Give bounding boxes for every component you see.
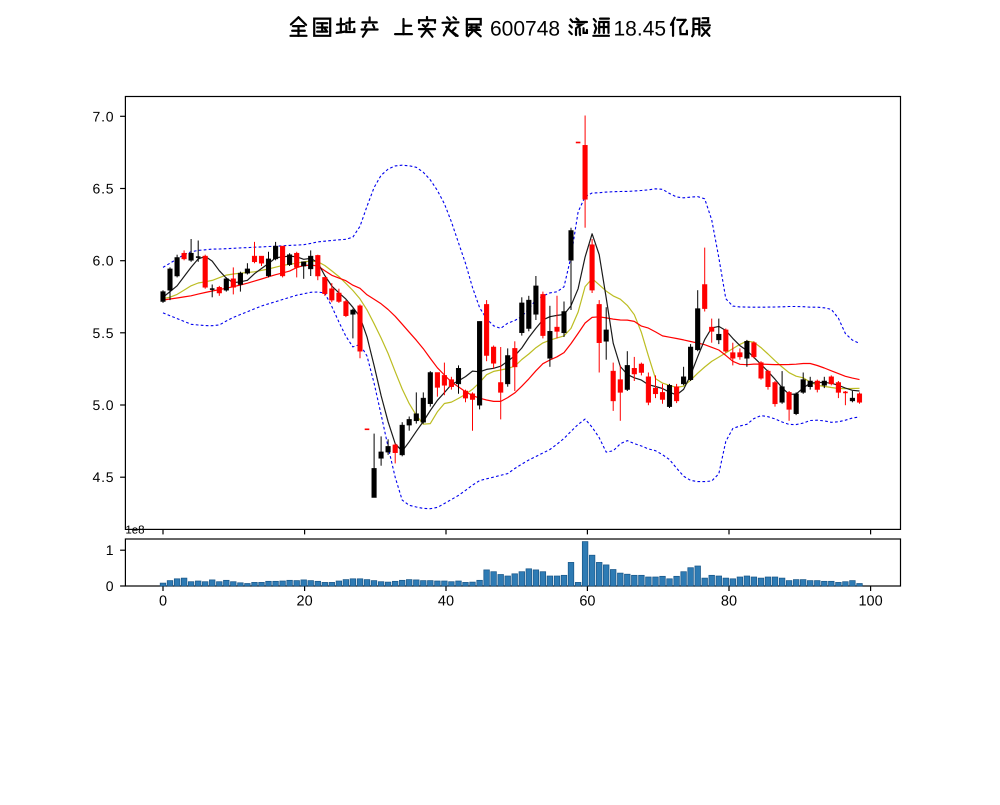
svg-text:4.5: 4.5 [93,469,115,485]
svg-text:5.5: 5.5 [93,325,115,341]
svg-text:40: 40 [438,594,454,610]
svg-text:600748: 600748 [490,18,560,41]
svg-text:6.5: 6.5 [93,181,115,197]
svg-text:20: 20 [297,594,313,610]
svg-text:0: 0 [159,594,167,610]
svg-text:18.45: 18.45 [614,18,667,41]
svg-text:60: 60 [579,594,595,610]
svg-text:100: 100 [858,594,882,610]
svg-text:1e8: 1e8 [125,525,144,537]
svg-text:6.0: 6.0 [93,253,115,269]
svg-text:7.0: 7.0 [93,108,115,124]
svg-text:1: 1 [106,542,115,558]
svg-text:0: 0 [106,578,115,594]
svg-text:5.0: 5.0 [93,397,115,413]
svg-text:80: 80 [721,594,737,610]
